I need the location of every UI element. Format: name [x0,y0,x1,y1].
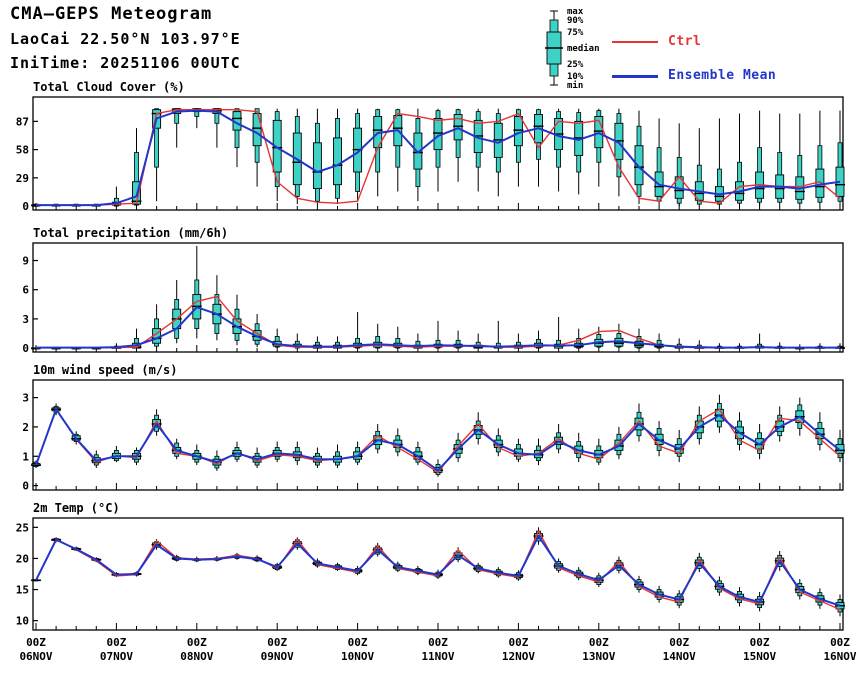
x-tick-time: 00Z [750,636,770,649]
legend-label-min: min [567,80,583,91]
legend-label-75: 75% [567,28,584,38]
initime-label: IniTime: 20251106 00UTC [10,54,241,72]
ensemble-mean-legend-label: Ensemble Mean [668,68,777,83]
y-tick-label: 25 [16,521,29,534]
x-tick-date: 11NOV [421,650,454,663]
legend-label-25: 25% [567,60,584,70]
boxplots [31,245,845,350]
header: CMA—GEPS Meteogram LaoCai 22.50°N 103.97… [10,6,241,80]
x-tick-date: 09NOV [261,650,294,663]
ctrl-line [36,108,841,206]
page-title: CMA—GEPS Meteogram [10,4,213,24]
ensemble-mean-line-swatch [612,75,658,78]
panel-title: 2m Temp (°C) [33,501,120,515]
x-tick-date: 06NOV [19,650,52,663]
x-tick-time: 00Z [106,636,126,649]
panel-1: Total Cloud Cover (%) 0 29 58 87 [16,80,845,213]
x-tick-date: 13NOV [582,650,615,663]
x-tick-date: 12NOV [502,650,535,663]
x-tick-date: 15NOV [743,650,776,663]
x-tick-date: 10NOV [341,650,374,663]
y-tick-label: 87 [16,115,29,128]
y-tick-label: 0 [22,342,29,355]
x-axis-labels: 00Z06NOV00Z07NOV00Z08NOV00Z09NOV00Z10NOV… [19,636,856,663]
x-tick-time: 00Z [267,636,287,649]
boxplot-legend: max 90% 75% median 25% 10% min [545,7,600,91]
ensemble-mean-line [36,306,840,349]
x-tick-date: 14NOV [663,650,696,663]
x-tick-date: 08NOV [180,650,213,663]
y-tick-label: 2 [22,421,29,434]
legend-label-10: 10% [567,72,584,82]
y-tick-label: 29 [16,172,29,185]
x-tick-time: 00Z [348,636,368,649]
x-tick-time: 00Z [589,636,609,649]
y-tick-label: 20 [16,552,29,565]
ensemble-mean-line [35,535,841,607]
legend-label-median: median [567,43,600,54]
y-tick-label: 9 [22,255,29,268]
x-tick-time: 00Z [669,636,689,649]
x-tick-time: 00Z [428,636,448,649]
y-tick-label: 3 [22,313,29,326]
panel-title: Total Cloud Cover (%) [33,80,185,94]
x-tick-date: 16NOV [823,650,856,663]
x-tick-time: 00Z [187,636,207,649]
panel-title: 10m wind speed (m/s) [33,363,178,377]
panel-title: Total precipitation (mm/6h) [33,226,228,240]
legend-label-90: 90% [567,16,584,26]
boxplots [31,108,845,207]
legend-label-max: max [567,7,584,17]
boxplot-legend-glyph [545,10,563,86]
y-tick-label: 0 [22,480,29,493]
boxplots [31,527,845,617]
ensemble-mean-line [35,408,841,472]
y-tick-label: 6 [22,284,29,297]
boxplots [31,394,845,477]
panel-3: 10m wind speed (m/s) 0 1 2 3 [22,363,845,493]
panel-2: Total precipitation (mm/6h) 0 3 6 9 [22,226,845,355]
x-tick-time: 00Z [26,636,46,649]
y-tick-label: 1 [22,450,29,463]
y-tick-label: 0 [22,200,29,213]
panel-4: 2m Temp (°C) 10 15 20 25 [16,501,845,631]
ctrl-line-swatch [612,41,658,43]
ensemble-mean-line [36,109,841,207]
ctrl-legend-label: Ctrl [668,34,702,49]
x-tick-date: 07NOV [100,650,133,663]
y-tick-label: 58 [16,144,29,157]
y-tick-label: 3 [22,392,29,405]
x-tick-time: 00Z [508,636,528,649]
y-tick-label: 15 [16,584,29,597]
location-label: LaoCai 22.50°N 103.97°E [10,30,241,48]
y-tick-label: 10 [16,615,29,628]
x-tick-time: 00Z [830,636,850,649]
